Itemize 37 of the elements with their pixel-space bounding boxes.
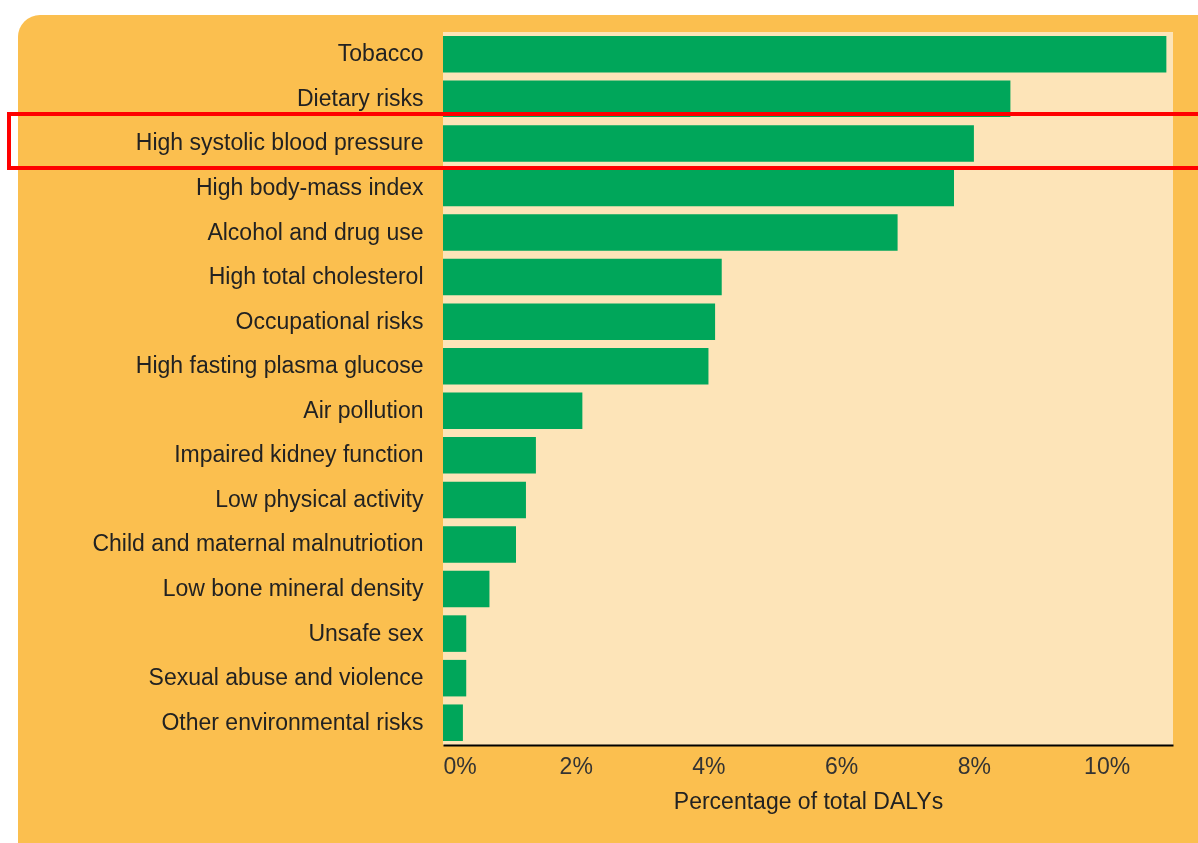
bar: [443, 481, 526, 519]
x-tick-label: 6%: [825, 752, 859, 779]
bar: [443, 392, 583, 430]
bar: [443, 437, 536, 474]
x-axis-title: Percentage of total DALYs: [673, 787, 944, 814]
bar: [443, 347, 709, 385]
y-tick-label: Low bone mineral density: [162, 575, 424, 602]
bar: [443, 36, 1167, 73]
x-tick-label: 2%: [559, 752, 593, 779]
y-tick-label: Tobacco: [337, 40, 424, 67]
y-tick-label: High total cholesterol: [208, 263, 424, 290]
bar: [443, 214, 898, 251]
y-tick-label: Sexual abuse and violence: [148, 664, 424, 691]
y-tick-label: Impaired kidney function: [174, 441, 424, 468]
bar: [443, 125, 974, 162]
y-tick-label: Air pollution: [303, 396, 424, 423]
y-tick-label: Alcohol and drug use: [207, 218, 424, 245]
bar: [443, 526, 516, 563]
y-tick-label: High systolic blood pressure: [135, 129, 424, 156]
y-tick-label: Occupational risks: [235, 307, 424, 334]
y-tick-label: High fasting plasma glucose: [135, 352, 424, 379]
y-tick-label: Low physical activity: [215, 485, 424, 512]
bar: [443, 258, 722, 296]
y-tick-label: Dietary risks: [296, 84, 424, 111]
x-tick-label: 0%: [443, 752, 477, 779]
x-tick-label: 10%: [1084, 752, 1131, 779]
y-tick-label: Other environmental risks: [161, 708, 424, 735]
bar: [443, 704, 463, 741]
x-tick-label: 8%: [957, 752, 992, 779]
bar: [443, 303, 716, 340]
y-tick-label: Unsafe sex: [308, 619, 424, 646]
y-tick-label: High body-mass index: [195, 173, 424, 200]
bar: [443, 615, 467, 652]
bar: [443, 659, 467, 697]
x-tick-label: 4%: [692, 752, 726, 779]
y-tick-label: Child and maternal malnutriotion: [92, 530, 424, 557]
bar: [443, 570, 490, 608]
